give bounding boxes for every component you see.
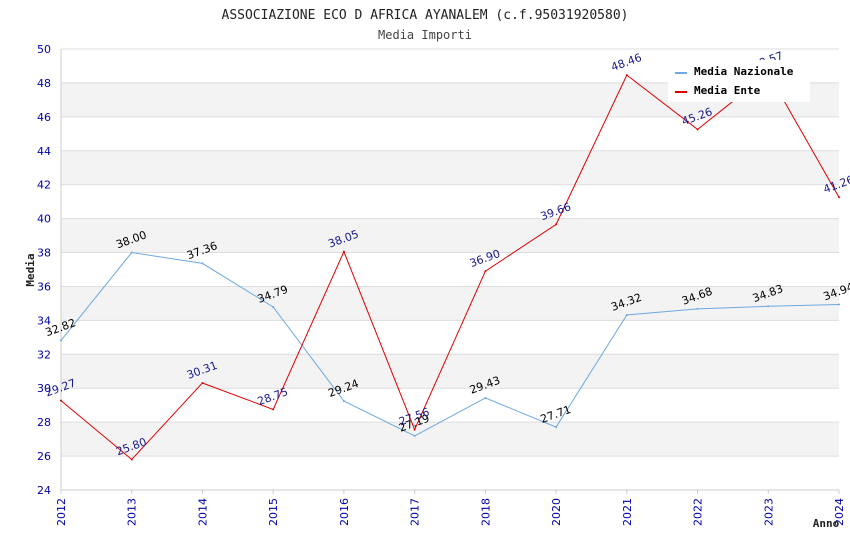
data-point (342, 250, 345, 253)
y-tick-label: 48 (37, 77, 51, 90)
y-tick-label: 40 (37, 213, 51, 226)
y-tick-labels: 24 26 28 30 32 34 36 38 40 42 44 46 48 50 (37, 43, 51, 497)
data-point (838, 303, 840, 306)
y-tick-label: 28 (37, 416, 51, 429)
x-tick-label: 2013 (126, 498, 139, 526)
y-tick-label: 46 (37, 111, 51, 124)
x-tick-label: 2022 (692, 498, 705, 526)
grid-band (61, 184, 839, 219)
legend-label-media-nazionale: Media Nazionale (694, 65, 794, 78)
x-tick-label: 2023 (762, 498, 775, 526)
data-point (696, 307, 699, 310)
series-line-media-nazionale (60, 252, 840, 437)
chart-title: ASSOCIAZIONE ECO D AFRICA AYANALEM (c.f.… (222, 8, 629, 23)
series-lines (60, 72, 840, 461)
grid-band (61, 252, 839, 287)
legend: Media Nazionale Media Ente (668, 60, 810, 102)
data-point (484, 270, 487, 273)
grid-band (61, 456, 839, 490)
y-tick-label: 42 (37, 179, 51, 192)
x-tick-label: 2017 (409, 498, 422, 526)
y-tick-label: 26 (37, 450, 51, 463)
x-tick-label: 2016 (338, 498, 351, 526)
data-point (130, 251, 133, 254)
x-tick-labels: 2012 2013 2014 2015 2016 2017 2018 2020 2021 2022… (55, 490, 846, 526)
y-tick-label: 38 (37, 247, 51, 260)
y-tick-label: 44 (37, 145, 51, 158)
grid-band (61, 286, 839, 321)
y-axis-label: Media (24, 253, 37, 286)
chart-subtitle: Media Importi (378, 28, 472, 42)
data-point (60, 399, 62, 402)
legend-label-media-ente: Media Ente (694, 84, 761, 97)
data-point (838, 196, 840, 199)
grid-band (61, 150, 839, 185)
y-tick-label: 24 (37, 484, 51, 497)
x-tick-label: 2014 (196, 498, 209, 526)
data-point (130, 458, 133, 461)
data-point (625, 313, 628, 316)
data-point (272, 408, 275, 411)
x-tick-label: 2021 (621, 498, 634, 526)
data-point (413, 434, 416, 437)
x-tick-label: 2015 (267, 498, 280, 526)
data-point (555, 426, 558, 429)
x-tick-label: 2024 (833, 498, 846, 526)
grid-bands (61, 49, 839, 490)
grid-band (61, 320, 839, 355)
data-point (272, 305, 275, 308)
data-point (696, 128, 699, 131)
data-point (484, 396, 487, 399)
data-point (413, 428, 416, 431)
grid-band (61, 422, 839, 457)
data-point (60, 339, 62, 342)
legend-background (668, 60, 810, 102)
y-tick-label: 36 (37, 280, 51, 293)
data-point (342, 400, 345, 403)
grid-band (61, 354, 839, 389)
grid-band (61, 218, 839, 253)
y-tick-label: 32 (37, 348, 51, 361)
x-tick-label: 2018 (479, 498, 492, 526)
data-point (201, 381, 204, 384)
data-point (625, 74, 628, 77)
x-axis-label: Anno (813, 517, 840, 530)
y-tick-label: 50 (37, 43, 51, 56)
data-point (555, 223, 558, 226)
x-tick-label: 2012 (55, 498, 68, 526)
data-point (201, 262, 204, 265)
data-point (767, 305, 770, 308)
y-tick-label: 34 (37, 314, 51, 327)
x-tick-label: 2020 (550, 498, 563, 526)
series-line-media-ente (60, 72, 840, 461)
y-tick-label: 30 (37, 382, 51, 395)
grid-band (61, 116, 839, 151)
